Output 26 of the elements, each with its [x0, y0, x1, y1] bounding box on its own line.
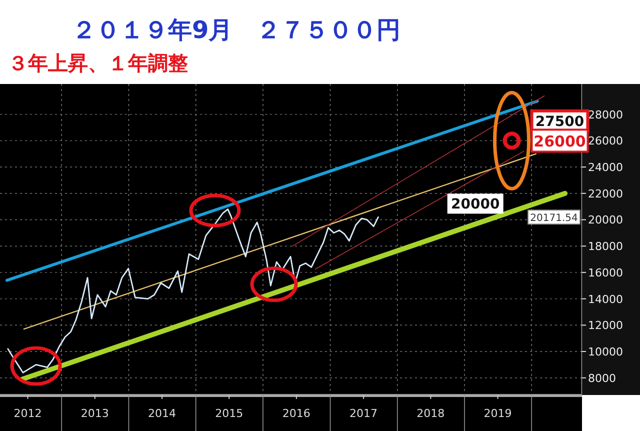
annotation: 20000 [450, 196, 500, 213]
y-tick-label: 28000 [588, 108, 623, 122]
y-tick-label: 10000 [588, 346, 623, 359]
y-tick-label: 12000 [588, 319, 623, 332]
line-series [7, 208, 379, 374]
y-tick-label: 18000 [588, 240, 623, 254]
annotation: 20171.54 [530, 213, 578, 224]
y-tick-label: 26000 [588, 134, 623, 148]
y-tick-label: 22000 [588, 187, 623, 200]
chart-subtitle: ３年上昇、１年調整 [8, 51, 188, 75]
y-tick-label: 14000 [588, 292, 623, 306]
annotation: 26000 [534, 132, 586, 151]
x-tick-label: 2018 [416, 407, 445, 420]
x-tick-label: 2019 [484, 407, 512, 420]
y-tick-label: 20000 [588, 214, 623, 227]
chart-title: ２０１９年9月 ２７５００円 [72, 16, 401, 44]
y-tick-label: 24000 [588, 161, 623, 174]
y-tick-label: 16000 [588, 266, 623, 280]
x-tick-label: 2015 [215, 407, 244, 420]
x-tick-label: 2013 [80, 407, 109, 420]
x-tick-label: 2014 [148, 407, 176, 420]
y-tick-label: 8000 [588, 372, 616, 385]
x-tick-label: 2017 [350, 407, 378, 420]
x-tick-label: 2016 [282, 407, 310, 420]
x-tick-label: 2012 [14, 407, 42, 420]
annotation: 27500 [535, 114, 584, 130]
